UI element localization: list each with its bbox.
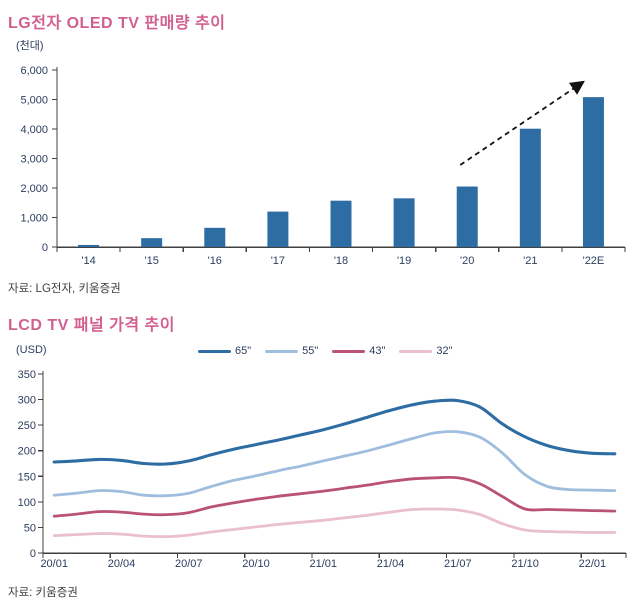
bar-'20 [456, 186, 478, 247]
price-line-32in [52, 507, 617, 539]
lcd-chart-title: LCD TV 패널 가격 추이 [8, 317, 175, 334]
line-y-tick-label: 100 [18, 497, 36, 509]
line-y-tick-label: 50 [24, 522, 36, 534]
price-line-65in [52, 398, 617, 466]
growth-dashed-arrow [459, 80, 585, 166]
legend-line-swatch [198, 349, 231, 353]
bar-y-tick-label: 5,000 [20, 95, 48, 107]
legend-label: 65" [235, 345, 252, 357]
bar-'21 [519, 128, 541, 247]
bar-x-tick-label: '15 [144, 255, 158, 267]
legend-label: 32" [436, 345, 453, 357]
bar-y-tick-label: 6,000 [20, 65, 48, 77]
line-x-tick-label: 22/01 [579, 558, 607, 570]
legend-label: 55" [302, 345, 319, 357]
legend-item-32in: 32" [399, 345, 453, 357]
price-line-43in [52, 475, 617, 518]
legend-item-43in: 43" [332, 345, 385, 357]
line-x-tick-label: 21/01 [310, 558, 338, 570]
line-x-tick-label: 20/04 [108, 558, 136, 570]
lcd-chart-unit-label: (USD) [16, 344, 47, 356]
bar-x-tick-label: '22E [583, 255, 605, 267]
legend-line-swatch [399, 349, 433, 353]
lcd-chart-legend: 65" 55" 43" 32" [198, 345, 453, 357]
bar-x-tick-label: '16 [208, 255, 222, 267]
legend-item-55in: 55" [265, 345, 318, 357]
line-x-tick-label: 20/01 [40, 558, 68, 570]
line-x-tick-label: 20/07 [175, 558, 203, 570]
bar-'19 [393, 198, 415, 247]
bar-y-tick-label: 2,000 [20, 183, 48, 195]
line-y-tick-label: 0 [30, 548, 36, 560]
bar-'16 [204, 227, 226, 247]
line-y-tick-label: 200 [18, 446, 36, 458]
lcd-chart-source: 자료: 키움증권 [8, 587, 78, 599]
bar-'17 [267, 211, 289, 247]
price-line-55in [52, 430, 617, 498]
bar-'22E [582, 97, 604, 247]
line-chart-axes [38, 371, 627, 558]
bar-x-tick-label: '21 [523, 255, 537, 267]
oled-chart-source: 자료: LG전자, 키움증권 [8, 283, 121, 295]
legend-line-swatch [265, 349, 299, 353]
bar-x-tick-label: '17 [271, 255, 285, 267]
line-x-tick-label: 21/07 [444, 558, 472, 570]
line-y-tick-label: 150 [18, 471, 36, 483]
bar-'18 [330, 200, 352, 247]
oled-chart-title: LG전자 OLED TV 판매량 추이 [8, 15, 226, 32]
oled-sales-bar-chart: 0 1,000 2,000 3,000 4,000 5,000 6,000 '14 '15 '16… [20, 65, 626, 267]
legend-item-65in: 65" [198, 345, 251, 357]
line-y-tick-label: 250 [18, 420, 36, 432]
lcd-price-line-chart: 0 50 100 150 200 250 300 350 20/01 20/04 20/07 20/1… [18, 369, 627, 570]
line-x-tick-label: 21/04 [377, 558, 405, 570]
oled-chart-unit-label: (천대) [16, 40, 44, 52]
legend-label: 43" [369, 345, 386, 357]
bar-y-tick-label: 4,000 [20, 124, 48, 136]
line-x-tick-label: 21/10 [511, 558, 539, 570]
bar-'14 [78, 244, 100, 247]
line-y-tick-label: 300 [18, 395, 36, 407]
bar-y-tick-label: 3,000 [20, 154, 48, 166]
bar-x-tick-label: '20 [460, 255, 474, 267]
bar-x-tick-label: '18 [334, 255, 348, 267]
bar-x-tick-label: '14 [81, 255, 95, 267]
line-y-tick-label: 350 [18, 369, 36, 381]
legend-line-swatch [332, 349, 366, 353]
bar-y-tick-label: 1,000 [20, 213, 48, 225]
line-x-tick-label: 20/10 [242, 558, 270, 570]
bar-y-tick-label: 0 [42, 242, 48, 254]
bar-series [78, 97, 604, 247]
bar-'15 [141, 238, 163, 247]
bar-x-tick-label: '19 [397, 255, 411, 267]
